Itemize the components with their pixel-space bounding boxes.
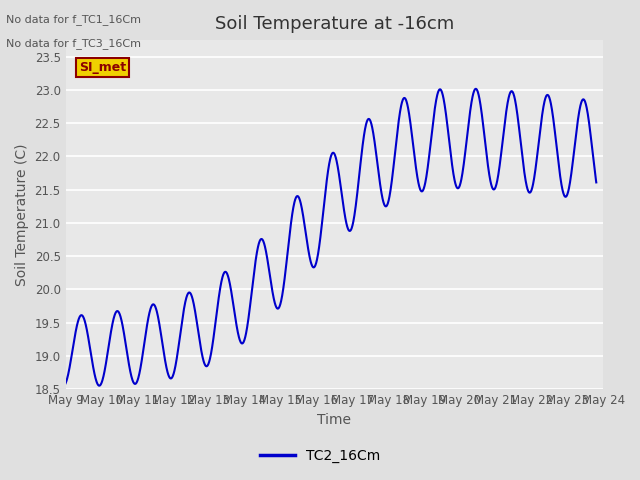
Text: No data for f_TC3_16Cm: No data for f_TC3_16Cm	[6, 38, 141, 49]
Title: Soil Temperature at -16cm: Soil Temperature at -16cm	[215, 15, 454, 33]
Text: SI_met: SI_met	[79, 61, 126, 74]
Y-axis label: Soil Temperature (C): Soil Temperature (C)	[15, 144, 29, 286]
Legend: TC2_16Cm: TC2_16Cm	[255, 443, 385, 468]
Text: No data for f_TC1_16Cm: No data for f_TC1_16Cm	[6, 14, 141, 25]
X-axis label: Time: Time	[317, 413, 351, 427]
